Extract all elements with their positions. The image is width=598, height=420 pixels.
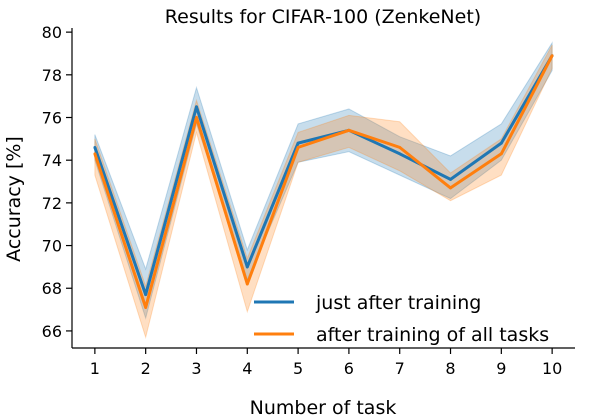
legend-label-2: after training of all tasks bbox=[316, 324, 549, 346]
x-tick-label: 1 bbox=[90, 359, 100, 378]
data-point bbox=[93, 145, 97, 149]
data-point bbox=[195, 105, 198, 109]
x-tick-label: 9 bbox=[496, 359, 506, 378]
y-tick-label: 66 bbox=[42, 322, 62, 341]
y-axis-label: Accuracy [%] bbox=[3, 136, 25, 262]
legend-label-1: just after training bbox=[315, 292, 481, 314]
data-point bbox=[93, 152, 97, 156]
y-tick-label: 80 bbox=[42, 23, 62, 42]
x-tick-label: 2 bbox=[141, 359, 151, 378]
series-lines bbox=[93, 54, 554, 309]
y-tick-label: 76 bbox=[42, 109, 62, 128]
x-tick-label: 6 bbox=[344, 359, 354, 378]
chart-title: Results for CIFAR-100 (ZenkeNet) bbox=[165, 6, 481, 28]
data-point bbox=[144, 306, 148, 309]
x-tick-label: 5 bbox=[293, 359, 303, 378]
data-point bbox=[245, 265, 249, 269]
x-tick-label: 4 bbox=[242, 359, 252, 378]
series-line-1 bbox=[93, 54, 554, 297]
data-point bbox=[499, 152, 503, 156]
x-tick-label: 8 bbox=[445, 359, 455, 378]
data-point bbox=[449, 186, 452, 190]
x-axis-label: Number of task bbox=[250, 397, 397, 419]
data-point bbox=[449, 177, 452, 181]
data-point bbox=[245, 282, 249, 286]
x-tick-label: 3 bbox=[191, 359, 201, 378]
legend: just after training after training of all… bbox=[254, 292, 549, 346]
data-point bbox=[398, 145, 402, 149]
data-point bbox=[296, 145, 300, 149]
y-tick-label: 74 bbox=[42, 151, 62, 170]
data-point bbox=[499, 141, 503, 145]
data-point bbox=[195, 116, 198, 119]
data-point bbox=[347, 128, 351, 132]
data-point bbox=[398, 152, 402, 156]
y-tick-label: 70 bbox=[42, 237, 62, 256]
y-tick-label: 78 bbox=[42, 66, 62, 85]
data-point bbox=[144, 293, 148, 297]
series-band-2 bbox=[94, 44, 553, 340]
x-tick-label: 10 bbox=[542, 359, 562, 378]
data-point bbox=[296, 141, 300, 145]
data-point bbox=[550, 54, 554, 58]
y-tick-label: 72 bbox=[42, 194, 62, 213]
y-tick-label: 68 bbox=[42, 279, 62, 298]
x-tick-label: 7 bbox=[395, 359, 405, 378]
series-line-2 bbox=[93, 54, 554, 309]
